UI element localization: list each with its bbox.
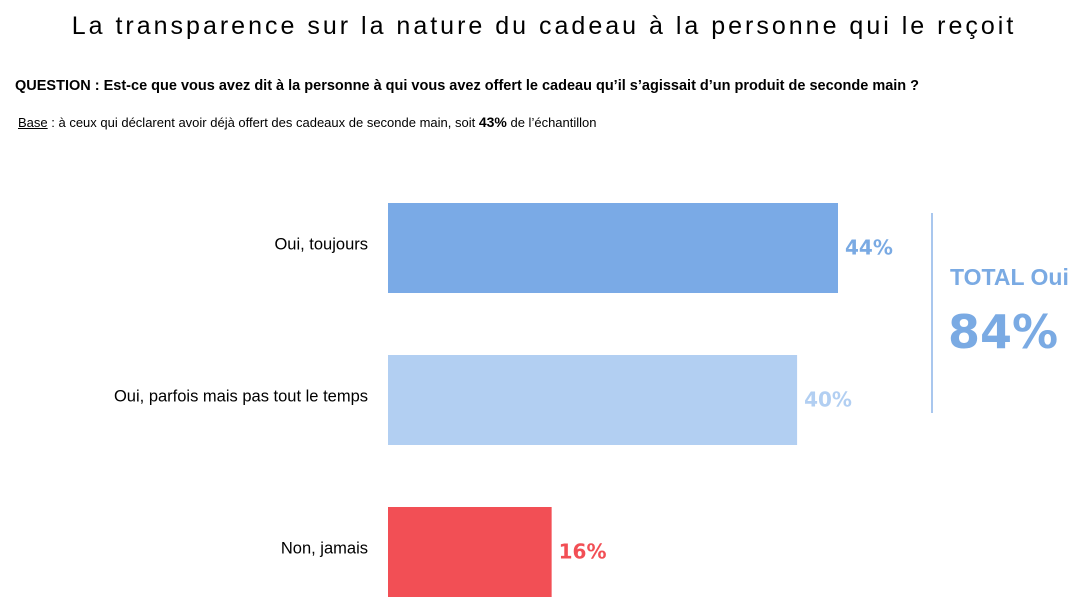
value-label-non-jamais: 16% (559, 540, 607, 564)
bar-oui-parfois-mais-pas-tout-le-temps (388, 355, 798, 445)
base-text: : à ceux qui déclarent avoir déjà offert… (47, 115, 479, 130)
base-percentage: 43% (478, 114, 507, 130)
category-label-non-jamais: Non, jamais (281, 539, 368, 557)
category-label-oui-toujours: Oui, toujours (274, 235, 368, 253)
total-yes-value: 84% (948, 305, 1059, 359)
value-label-oui-toujours: 44% (845, 236, 893, 260)
question-text: QUESTION : Est-ce que vous avez dit à la… (15, 78, 920, 94)
base-label: Base (18, 115, 48, 130)
category-label-oui-parfois-mais-pas-tout-le-temps: Oui, parfois mais pas tout le temps (114, 387, 368, 405)
base-note: Base : à ceux qui déclarent avoir déjà o… (18, 114, 597, 130)
bar-non-jamais (388, 507, 552, 597)
base-suffix: de l’échantillon (506, 115, 597, 130)
bar-oui-toujours (388, 203, 838, 293)
total-bracket-line (931, 213, 933, 413)
total-yes-label: TOTAL Oui (950, 264, 1069, 290)
page-title: La transparence sur la nature du cadeau … (71, 12, 1017, 40)
value-label-oui-parfois-mais-pas-tout-le-temps: 40% (804, 388, 852, 412)
